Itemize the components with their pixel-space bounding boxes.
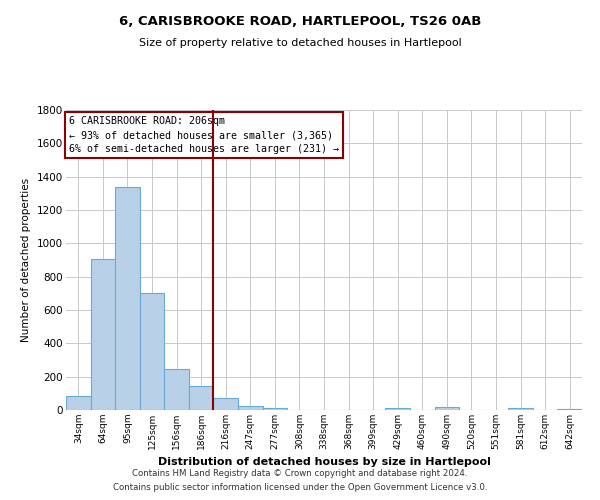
- Y-axis label: Number of detached properties: Number of detached properties: [22, 178, 31, 342]
- Bar: [66, 396, 91, 410]
- Text: 6 CARISBROOKE ROAD: 206sqm
← 93% of detached houses are smaller (3,365)
6% of se: 6 CARISBROOKE ROAD: 206sqm ← 93% of deta…: [68, 116, 338, 154]
- X-axis label: Distribution of detached houses by size in Hartlepool: Distribution of detached houses by size …: [158, 458, 490, 468]
- Bar: [434, 406, 459, 410]
- Bar: [115, 186, 140, 410]
- Bar: [164, 369, 189, 410]
- Bar: [214, 398, 238, 410]
- Bar: [140, 294, 164, 410]
- Bar: [189, 386, 214, 410]
- Text: Size of property relative to detached houses in Hartlepool: Size of property relative to detached ho…: [139, 38, 461, 48]
- Text: Contains HM Land Registry data © Crown copyright and database right 2024.: Contains HM Land Registry data © Crown c…: [132, 468, 468, 477]
- Bar: [238, 406, 263, 410]
- Bar: [557, 409, 582, 410]
- Bar: [508, 408, 533, 410]
- Text: 6, CARISBROOKE ROAD, HARTLEPOOL, TS26 0AB: 6, CARISBROOKE ROAD, HARTLEPOOL, TS26 0A…: [119, 15, 481, 28]
- Bar: [91, 259, 115, 410]
- Bar: [263, 408, 287, 410]
- Text: Contains public sector information licensed under the Open Government Licence v3: Contains public sector information licen…: [113, 484, 487, 492]
- Bar: [385, 408, 410, 410]
